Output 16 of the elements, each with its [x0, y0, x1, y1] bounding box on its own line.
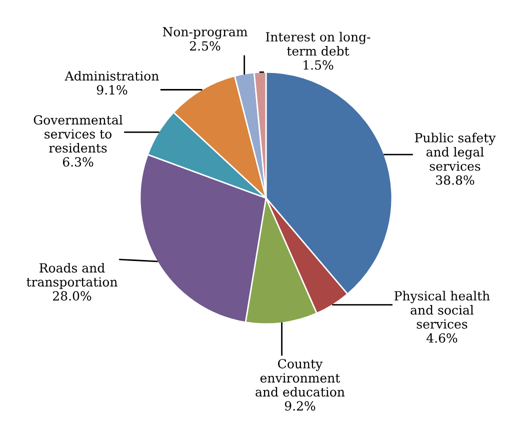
- slice-label: Physical health and social services: [394, 290, 490, 329]
- data-label: 2.5%: [190, 41, 220, 51]
- slice-label: Non-program: [162, 27, 248, 40]
- data-label: 4.6%: [426, 333, 458, 343]
- data-label: 28.0%: [52, 291, 92, 301]
- slice-label: County environment and education: [256, 359, 345, 397]
- slice-label: Interest on long- term debt: [266, 32, 370, 56]
- data-label: 6.3%: [62, 157, 94, 167]
- slice-label: Administration: [64, 70, 159, 81]
- data-label: 1.5%: [304, 60, 334, 70]
- slice-label: Public safety and legal services: [414, 132, 496, 171]
- data-label: 9.2%: [284, 401, 316, 411]
- data-label: 38.8%: [436, 175, 474, 185]
- slice-label: Governmental services to residents: [34, 114, 123, 153]
- data-label: 9.1%: [96, 85, 128, 95]
- slice-label: Roads and transportation: [26, 262, 118, 290]
